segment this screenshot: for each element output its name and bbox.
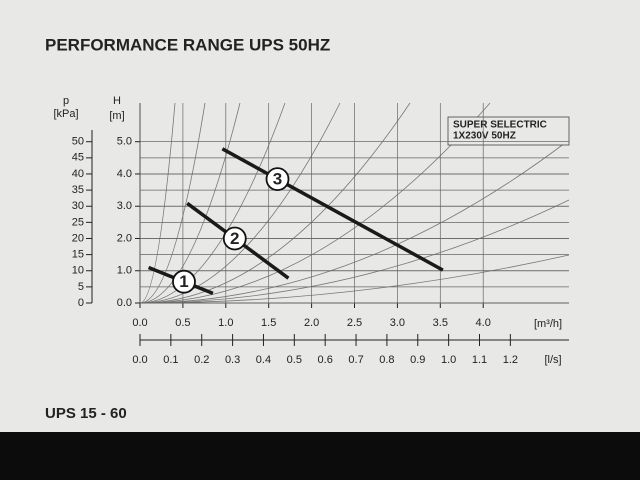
chart-title: PERFORMANCE RANGE UPS 50HZ bbox=[45, 35, 330, 54]
x2-tick-label: 0.2 bbox=[194, 354, 209, 366]
x2-tick-label: 0.1 bbox=[163, 354, 178, 366]
x-tick-label: 1.5 bbox=[261, 317, 276, 329]
series-label: 3 bbox=[273, 170, 282, 189]
x-tick-label: 0.5 bbox=[175, 317, 190, 329]
x2-tick-label: 0.5 bbox=[287, 354, 302, 366]
annotation-box bbox=[447, 116, 570, 146]
system-curve bbox=[139, 102, 341, 304]
series-badge bbox=[222, 226, 247, 251]
x2-tick-label: 0.9 bbox=[410, 354, 425, 366]
x2-tick-label: 0.3 bbox=[225, 354, 240, 366]
y2-tick-label: 0 bbox=[78, 297, 84, 309]
y2-tick-label: 50 bbox=[72, 136, 84, 148]
y2-tick-label: 10 bbox=[72, 265, 84, 277]
x-tick-label: 3.0 bbox=[390, 317, 405, 329]
system-curve bbox=[139, 102, 491, 304]
y-tick-label: 5.0 bbox=[117, 136, 132, 148]
x-tick-label: 1.0 bbox=[218, 317, 233, 329]
x2-tick-label: 0.0 bbox=[132, 354, 147, 366]
screen bbox=[0, 0, 640, 432]
y2-tick-label: 35 bbox=[72, 184, 84, 196]
annotation: 1X230V 50HZ bbox=[453, 131, 516, 142]
y2-axis-label: p bbox=[63, 95, 69, 107]
x2-axis-label: [l/s] bbox=[544, 354, 561, 366]
y-tick-label: 1.0 bbox=[117, 265, 132, 277]
x2-tick-label: 0.6 bbox=[318, 354, 333, 366]
y-tick-label: 2.0 bbox=[117, 232, 132, 244]
y2-tick-label: 45 bbox=[72, 152, 84, 164]
x-tick-label: 2.0 bbox=[304, 317, 319, 329]
annotation: SUPER SELECTRIC bbox=[453, 120, 547, 131]
x-tick-label: 0.0 bbox=[132, 317, 147, 329]
y-axis-label: H bbox=[113, 95, 121, 107]
x2-tick-label: 1.0 bbox=[441, 354, 456, 366]
y-tick-label: 0.0 bbox=[117, 297, 132, 309]
x-tick-label: 3.5 bbox=[433, 317, 448, 329]
y2-tick-label: 40 bbox=[72, 168, 84, 180]
y2-axis-unit: [kPa] bbox=[53, 108, 78, 120]
x-tick-label: 4.0 bbox=[476, 317, 491, 329]
y2-tick-label: 25 bbox=[72, 216, 84, 228]
y2-tick-label: 15 bbox=[72, 249, 84, 261]
system-curve bbox=[139, 102, 286, 304]
footer: UPS 15 - 60 bbox=[45, 405, 127, 422]
x-axis-label: [m³/h] bbox=[534, 318, 562, 330]
y2-tick-label: 20 bbox=[72, 232, 84, 244]
y-axis-unit: [m] bbox=[109, 110, 124, 122]
series-line bbox=[221, 147, 444, 272]
system-curve bbox=[139, 102, 206, 304]
system-curve bbox=[139, 102, 176, 304]
series-badge bbox=[172, 269, 196, 294]
x-tick-label: 2.5 bbox=[347, 317, 362, 329]
x2-tick-label: 0.8 bbox=[379, 354, 394, 366]
series-badge bbox=[265, 167, 290, 192]
x2-tick-label: 1.2 bbox=[503, 354, 518, 366]
y-tick-label: 4.0 bbox=[117, 168, 132, 180]
series-label: 2 bbox=[230, 229, 239, 248]
x2-tick-label: 0.7 bbox=[348, 354, 363, 366]
y2-tick-label: 5 bbox=[78, 281, 84, 293]
bezel bbox=[0, 432, 640, 480]
x2-tick-label: 1.1 bbox=[472, 354, 487, 366]
x2-tick-label: 0.4 bbox=[256, 354, 271, 366]
y-tick-label: 3.0 bbox=[117, 200, 132, 212]
system-curve bbox=[139, 102, 411, 304]
y2-tick-label: 30 bbox=[72, 200, 84, 212]
series-label: 1 bbox=[179, 272, 188, 291]
